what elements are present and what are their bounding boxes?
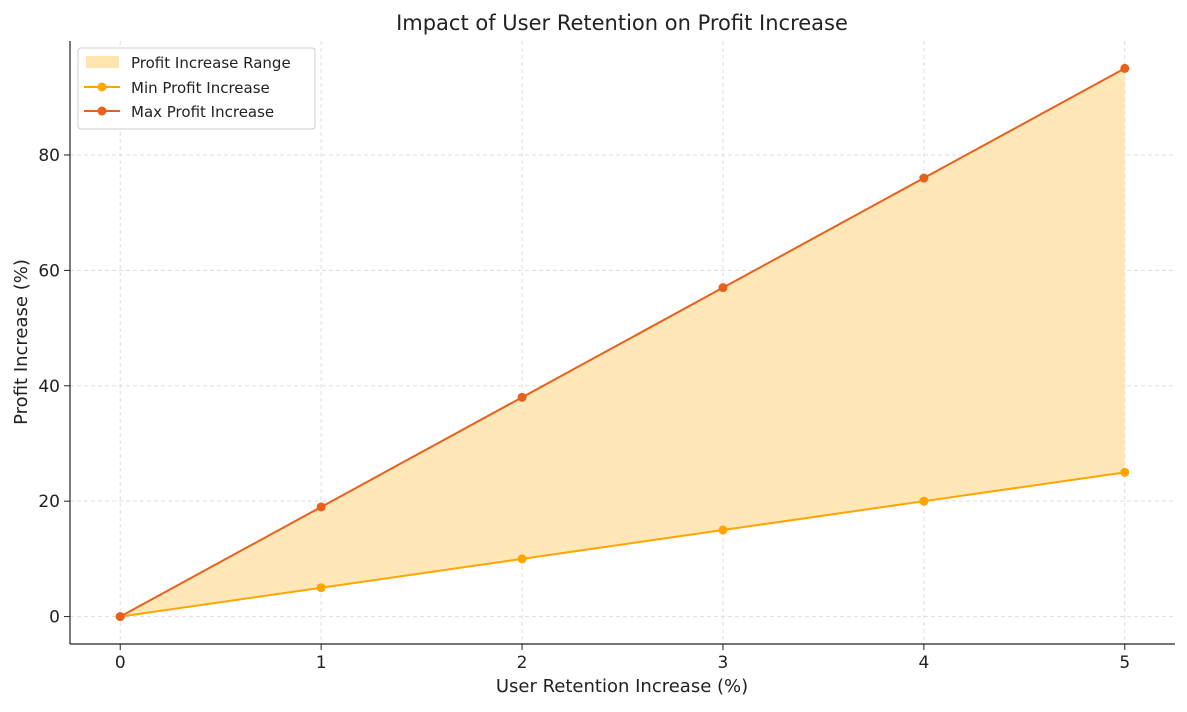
x-tick-label: 5: [1119, 653, 1130, 673]
y-tick-label: 0: [49, 608, 60, 628]
series-lines: [115, 63, 1130, 622]
data-point-max: [517, 392, 527, 402]
data-point-min: [517, 554, 527, 564]
legend-label-range: Profit Increase Range: [131, 54, 291, 72]
y-tick-label: 80: [38, 146, 60, 166]
y-tick-label: 40: [38, 377, 60, 397]
data-point-max: [718, 283, 728, 293]
y-tick-label: 20: [38, 492, 60, 512]
legend-label-min: Min Profit Increase: [131, 79, 270, 97]
data-point-min: [718, 525, 728, 535]
legend-box: [77, 47, 316, 130]
x-tick-label: 4: [918, 653, 929, 673]
y-tick-label: 60: [38, 261, 60, 281]
data-point-min: [316, 583, 326, 593]
x-axis-label: User Retention Increase (%): [496, 676, 748, 697]
x-tick-label: 1: [316, 653, 327, 673]
series-line-min: [120, 471, 1125, 618]
data-point-min: [919, 496, 929, 506]
legend-marker-max: [97, 106, 107, 116]
data-point-max: [1120, 63, 1130, 73]
x-tick-label: 2: [517, 653, 528, 673]
legend-swatch-range: [86, 56, 119, 68]
legend: Profit Increase Range Min Profit Increas…: [77, 47, 316, 130]
legend-label-max: Max Profit Increase: [131, 103, 274, 121]
data-point-min: [1120, 467, 1130, 477]
data-point-max: [919, 173, 929, 183]
data-point-max: [316, 502, 326, 512]
chart-title: Impact of User Retention on Profit Incre…: [396, 11, 848, 35]
x-tick-label: 0: [115, 653, 126, 673]
y-axis-label: Profit Increase (%): [11, 259, 32, 425]
legend-marker-min: [97, 82, 107, 92]
data-point-max: [115, 612, 125, 622]
series-line-max: [119, 67, 1126, 618]
x-tick-label: 3: [718, 653, 729, 673]
axes: 0 1 2 3 4 5 0 20 40 60 80: [38, 41, 1175, 673]
